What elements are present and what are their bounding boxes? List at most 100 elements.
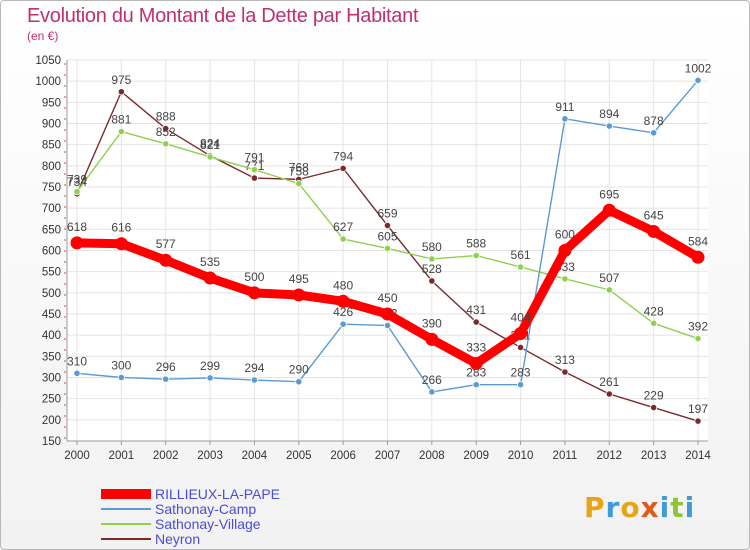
data-point <box>428 255 436 263</box>
data-point <box>472 381 480 389</box>
x-tick-label: 2006 <box>330 450 356 462</box>
logo-letter: P <box>584 491 606 524</box>
data-label: 266 <box>422 373 442 387</box>
data-point <box>383 221 392 230</box>
data-point <box>117 373 125 382</box>
data-label: 500 <box>244 270 264 284</box>
data-label: 450 <box>377 291 397 305</box>
y-tick-label: 950 <box>42 97 61 109</box>
data-point <box>516 381 525 389</box>
data-label: 584 <box>688 234 708 248</box>
data-point <box>383 244 392 252</box>
data-label: 600 <box>555 228 575 242</box>
y-tick-label: 750 <box>42 182 61 194</box>
data-point <box>292 288 306 302</box>
x-tick-label: 2009 <box>463 450 489 462</box>
data-point <box>602 203 616 217</box>
data-label: 283 <box>466 366 486 380</box>
y-tick-label: 400 <box>42 330 61 342</box>
data-point <box>514 326 528 340</box>
data-label: 577 <box>156 237 176 251</box>
data-label: 852 <box>156 125 176 139</box>
data-point <box>250 376 259 384</box>
chart-title: Evolution du Montant de la Dette par Hab… <box>27 5 419 27</box>
data-point <box>73 188 81 196</box>
data-label: 605 <box>377 229 397 243</box>
data-point <box>339 320 347 328</box>
data-point <box>691 250 705 264</box>
data-label: 758 <box>289 165 309 179</box>
legend-label: Sathonay-Camp <box>155 501 256 517</box>
data-label: 645 <box>644 208 664 222</box>
data-label: 881 <box>111 113 131 127</box>
data-label: 480 <box>333 278 353 292</box>
data-point <box>650 319 658 327</box>
data-point <box>295 378 303 386</box>
data-label: 888 <box>156 110 176 124</box>
y-tick-label: 800 <box>42 161 61 173</box>
data-label: 878 <box>644 114 664 128</box>
data-point <box>472 318 480 326</box>
x-tick-label: 2003 <box>197 450 223 462</box>
data-point <box>558 244 572 257</box>
data-point <box>295 180 303 188</box>
data-label: 290 <box>289 363 309 377</box>
y-tick-label: 1050 <box>35 55 61 67</box>
data-point <box>162 375 170 383</box>
data-point <box>605 390 613 398</box>
data-point <box>203 271 217 285</box>
data-label: 299 <box>200 359 220 373</box>
x-tick-label: 2010 <box>508 450 534 462</box>
x-tick-label: 2012 <box>596 450 622 462</box>
y-tick-label: 250 <box>42 394 61 406</box>
data-point <box>381 307 394 321</box>
data-point <box>516 263 525 271</box>
data-point <box>336 294 350 308</box>
data-label: 507 <box>599 271 619 285</box>
data-label: 495 <box>289 272 309 286</box>
data-label: 313 <box>555 353 575 367</box>
y-tick-label: 1000 <box>35 76 61 88</box>
y-tick-label: 550 <box>42 267 61 279</box>
y-tick-label: 600 <box>42 246 61 258</box>
data-label: 561 <box>511 248 531 262</box>
data-label: 1002 <box>685 61 712 75</box>
data-point <box>647 224 661 238</box>
y-tick-label: 500 <box>42 288 61 300</box>
data-label: 695 <box>599 187 619 201</box>
data-point <box>605 122 613 130</box>
data-point <box>650 403 658 412</box>
data-point <box>339 235 347 243</box>
data-label: 333 <box>466 341 486 355</box>
data-label: 659 <box>377 207 397 221</box>
data-label: 616 <box>111 221 131 235</box>
data-label: 768 <box>289 160 309 174</box>
y-tick-label: 300 <box>42 373 61 385</box>
chart-subtitle: (en €) <box>27 29 59 43</box>
data-point <box>206 374 214 382</box>
data-point <box>114 237 128 251</box>
data-point <box>339 164 347 172</box>
data-label: 794 <box>333 149 353 163</box>
logo-letter: i <box>684 491 696 524</box>
data-label: 975 <box>111 73 131 87</box>
data-point <box>694 417 702 425</box>
data-point <box>472 251 480 260</box>
x-tick-label: 2002 <box>153 450 179 462</box>
logo-letter: i <box>659 491 671 524</box>
data-point <box>162 124 170 133</box>
data-label: 821 <box>200 138 220 152</box>
data-label: 535 <box>200 255 220 269</box>
data-label: 824 <box>200 137 220 151</box>
data-label: 894 <box>599 107 619 121</box>
data-point <box>428 388 436 396</box>
y-tick-label: 900 <box>42 119 61 131</box>
data-point <box>162 140 170 148</box>
proxiti-logo: Proxiti <box>584 491 695 524</box>
data-point <box>73 369 81 377</box>
data-label: 426 <box>333 305 353 319</box>
data-point <box>516 343 525 352</box>
data-label: 283 <box>511 366 531 380</box>
data-label: 791 <box>244 151 264 165</box>
